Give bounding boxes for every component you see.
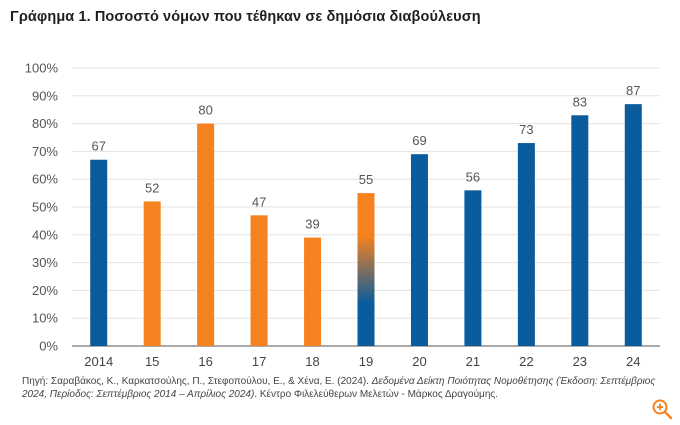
data-label: 47 (252, 194, 266, 209)
y-tick-label: 70% (32, 144, 58, 159)
bar-24 (624, 104, 642, 346)
data-label: 52 (145, 180, 159, 195)
x-tick-label: 19 (359, 354, 373, 369)
bar-2014 (90, 159, 108, 346)
data-label: 73 (519, 122, 533, 137)
x-tick-label: 2014 (84, 354, 113, 369)
bar-16 (197, 123, 215, 346)
x-tick-label: 17 (252, 354, 266, 369)
bar-18 (304, 237, 322, 346)
data-label: 39 (305, 217, 319, 232)
y-tick-label: 10% (32, 311, 58, 326)
x-tick-label: 20 (412, 354, 426, 369)
x-tick-label: 21 (466, 354, 480, 369)
zoom-in-icon[interactable] (651, 398, 673, 420)
bars (90, 104, 642, 346)
data-label: 56 (466, 169, 480, 184)
y-tick-label: 20% (32, 283, 58, 298)
x-tick-label: 22 (519, 354, 533, 369)
source-dataset: Δεδομένα Δείκτη Ποιότητας Νομοθέτησης (Έ… (22, 376, 656, 400)
bar-17 (250, 215, 268, 346)
data-labels: 67 52 80 47 39 55 69 56 73 83 87 (91, 83, 640, 231)
x-tick-label: 15 (145, 354, 159, 369)
y-tick-label: 60% (32, 172, 58, 187)
y-tick-label: 0% (39, 339, 58, 354)
x-tick-label: 18 (305, 354, 319, 369)
data-label: 69 (412, 133, 426, 148)
source-suffix: . Κέντρο Φιλελεύθερων Μελετών - Μάρκος Δ… (254, 389, 498, 400)
source-prefix: Πηγή: Σαραβάκος, Κ., Καρκατσούλης, Π., Σ… (22, 376, 372, 387)
data-label: 87 (626, 83, 640, 98)
x-tick-label: 24 (626, 354, 640, 369)
bar-19 (357, 193, 375, 346)
bar-20 (410, 154, 428, 346)
x-tick-label: 23 (573, 354, 587, 369)
chart-title: Γράφημα 1. Ποσοστό νόμων που τέθηκαν σε … (10, 9, 481, 25)
bar-23 (571, 115, 589, 346)
y-tick-label: 40% (32, 227, 58, 242)
y-axis-ticks: 0% 10% 20% 30% 40% 50% 60% 70% 80% 90% 100% (25, 61, 59, 354)
y-tick-label: 90% (32, 88, 58, 103)
x-axis-ticks: 2014 15 16 17 18 19 20 21 22 23 24 (84, 354, 640, 369)
data-label: 67 (91, 139, 105, 154)
bar-21 (464, 190, 482, 346)
y-tick-label: 100% (25, 61, 59, 76)
y-tick-label: 80% (32, 116, 58, 131)
data-label: 80 (198, 103, 212, 118)
source-note: Πηγή: Σαραβάκος, Κ., Καρκατσούλης, Π., Σ… (22, 375, 658, 401)
data-label: 55 (359, 172, 373, 187)
data-label: 83 (573, 94, 587, 109)
bar-22 (517, 143, 535, 346)
x-tick-label: 16 (198, 354, 212, 369)
y-tick-label: 30% (32, 255, 58, 270)
y-tick-label: 50% (32, 200, 58, 215)
bar-15 (143, 201, 161, 346)
